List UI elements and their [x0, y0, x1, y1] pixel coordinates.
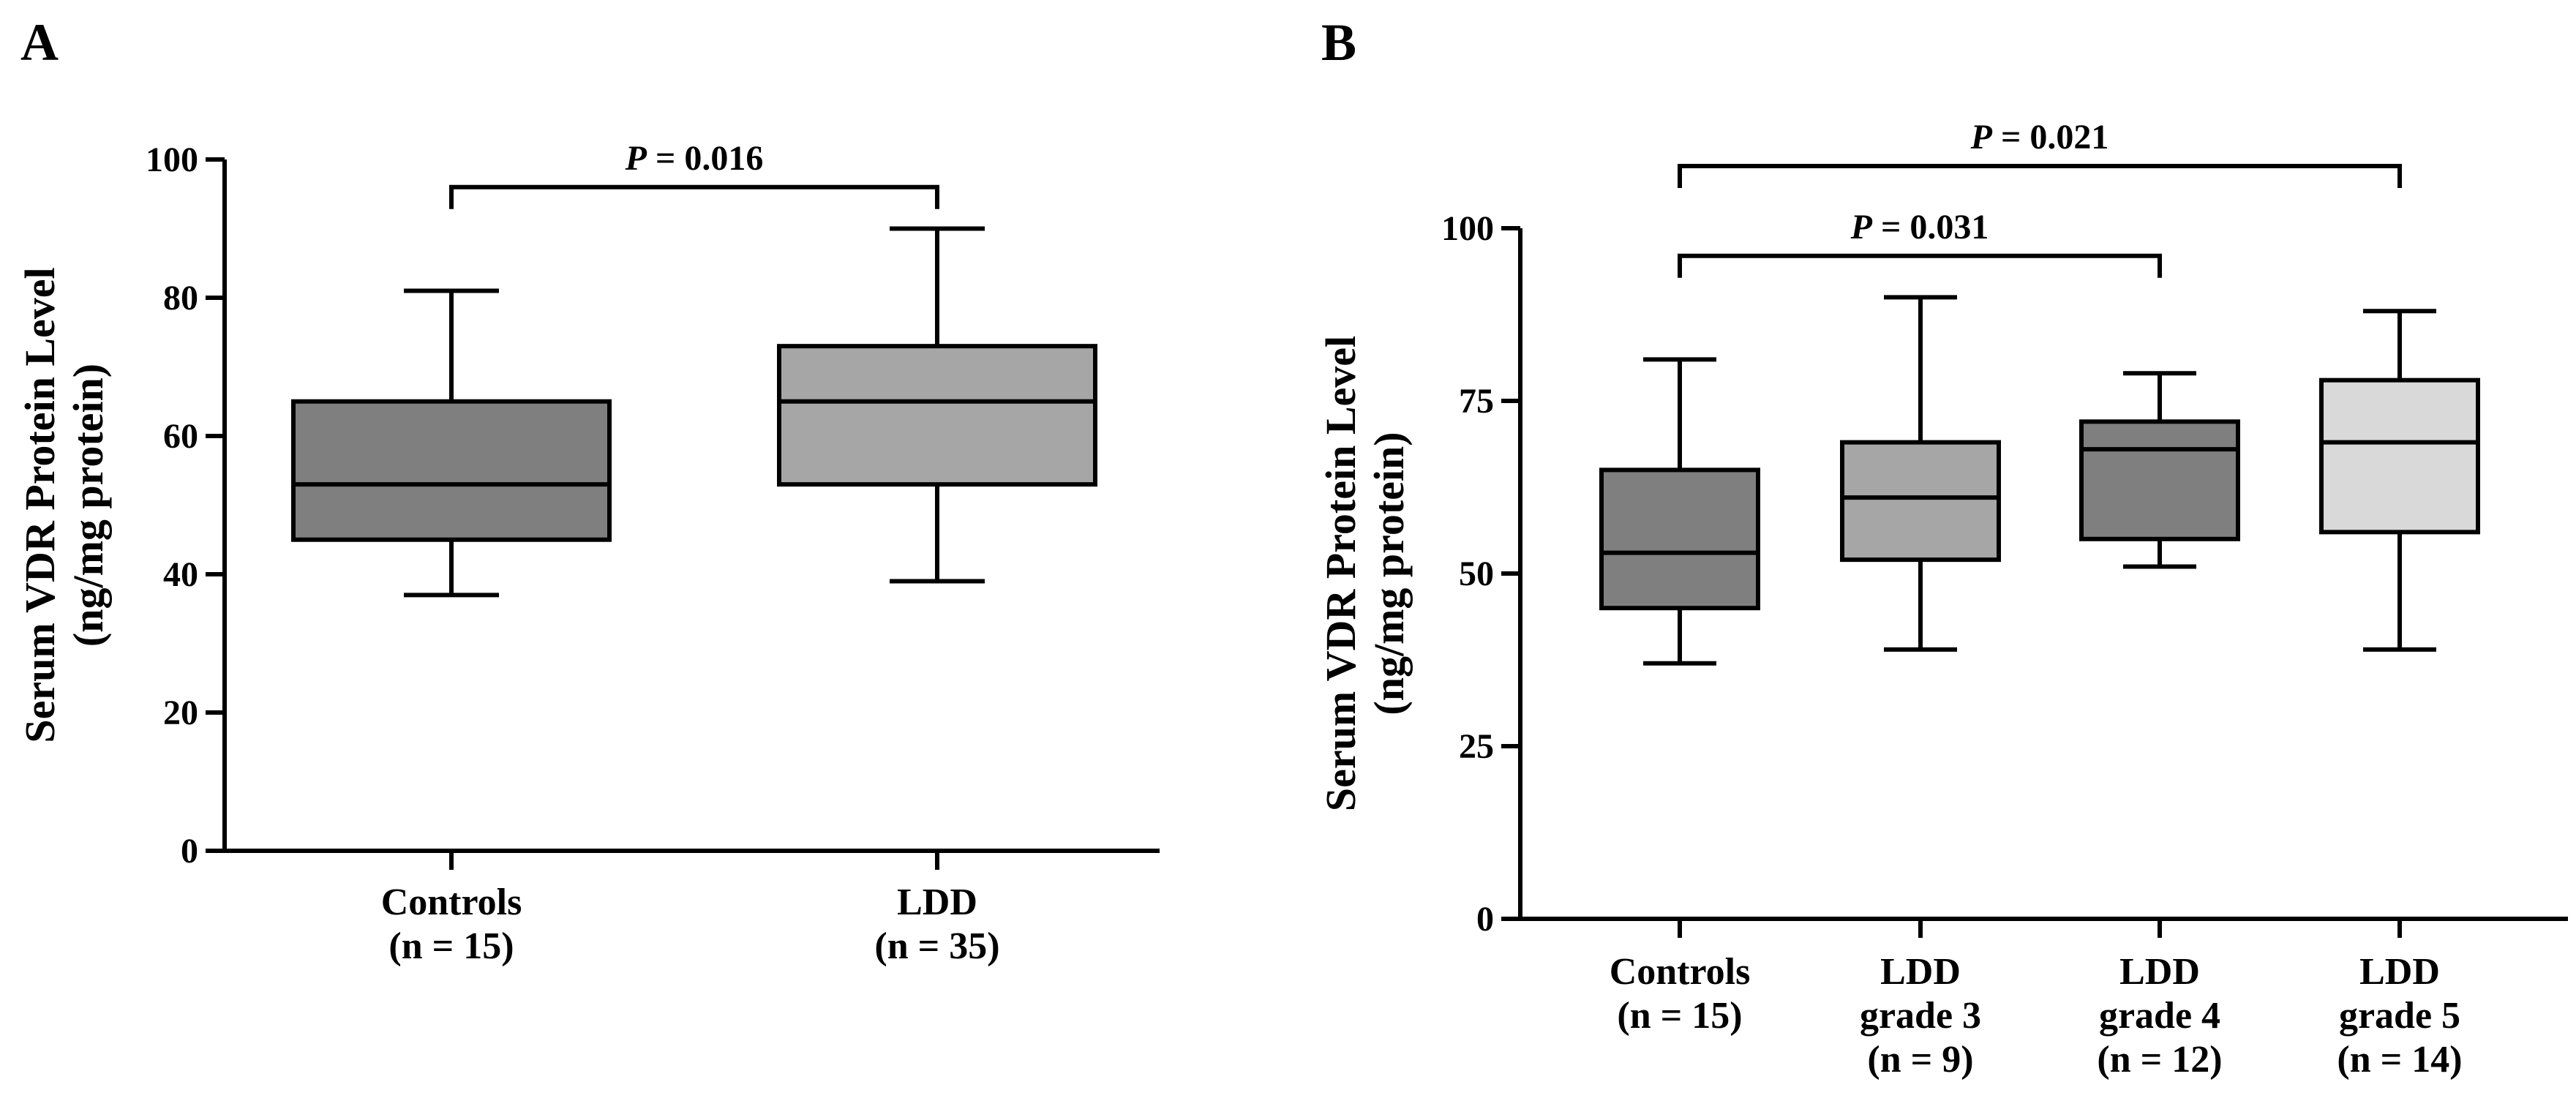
category-label: LDD [897, 882, 977, 923]
panel-b: B 0 25 50 75 100 Serum VDR Protein Level (ng/mg… [1317, 13, 2568, 1080]
category-label: (n = 9) [1867, 1039, 1973, 1080]
y-tick-label: 80 [163, 279, 198, 317]
y-tick-label: 20 [163, 694, 198, 732]
p-value: = 0.021 [1992, 118, 2109, 157]
p-symbol: P [1970, 118, 1993, 157]
y-tick-label: 60 [163, 417, 198, 456]
y-tick-label: 100 [1441, 209, 1494, 248]
bracket-line [1678, 164, 2402, 189]
significance-bracket-2: P = 0.031 [1678, 208, 2162, 278]
p-value-label: P = 0.031 [1850, 208, 1989, 247]
y-axis-title: (ng/mg protein) [64, 364, 112, 647]
category-label: (n = 14) [2337, 1039, 2462, 1080]
category-label: grade 5 [2339, 995, 2460, 1037]
y-tick-label: 100 [146, 140, 198, 179]
p-value-label: P = 0.021 [1970, 118, 2109, 157]
category-label: grade 3 [1860, 995, 1981, 1037]
category-label: (n = 15) [388, 925, 514, 967]
iqr-box [1599, 467, 1760, 611]
category-label: Controls [381, 882, 522, 923]
y-tick-label: 0 [1476, 900, 1494, 939]
p-symbol: P [1850, 208, 1873, 247]
category-label: grade 4 [2099, 995, 2220, 1037]
iqr-box [2079, 419, 2240, 541]
category-label: LDD [2119, 951, 2200, 993]
y-axis-title: (ng/mg protein) [1365, 432, 1413, 715]
p-value: = 0.016 [647, 139, 763, 178]
y-axis-title: Serum VDR Protein Level [1317, 336, 1364, 811]
category-label: LDD [1880, 951, 1961, 993]
box-2: LDD(n = 35) [777, 226, 1097, 967]
y-axis-title: Serum VDR Protein Level [16, 267, 64, 743]
iqr-box [291, 399, 612, 542]
y-tick-label: 50 [1459, 555, 1494, 593]
box-1: Controls(n = 15) [1599, 357, 1760, 1037]
panel-a: A 0 20 40 60 80 100 Serum VDR Protein Level (ng/… [16, 13, 1160, 967]
p-symbol: P [625, 139, 647, 178]
p-value-label: P = 0.016 [625, 139, 764, 178]
y-tick-label: 25 [1459, 727, 1494, 766]
bracket-line [1678, 253, 2162, 278]
iqr-box [777, 344, 1097, 487]
iqr-box [2319, 377, 2480, 535]
significance-bracket-1: P = 0.016 [449, 139, 939, 209]
y-tick-label: 0 [181, 832, 198, 871]
category-label: (n = 15) [1617, 995, 1742, 1037]
panel-letter: A [20, 13, 59, 72]
iqr-box [1840, 440, 2001, 563]
y-tick-label: 40 [163, 555, 198, 594]
bracket-line [449, 184, 939, 209]
category-label: Controls [1610, 951, 1751, 993]
category-label: (n = 12) [2097, 1039, 2222, 1080]
box-1: Controls(n = 15) [291, 288, 612, 967]
y-tick-label: 75 [1459, 382, 1494, 421]
p-value: = 0.031 [1872, 208, 1989, 247]
category-label: LDD [2359, 951, 2440, 993]
significance-bracket-1: P = 0.021 [1678, 118, 2402, 189]
category-label: (n = 35) [874, 925, 999, 967]
panel-letter: B [1321, 13, 1356, 72]
